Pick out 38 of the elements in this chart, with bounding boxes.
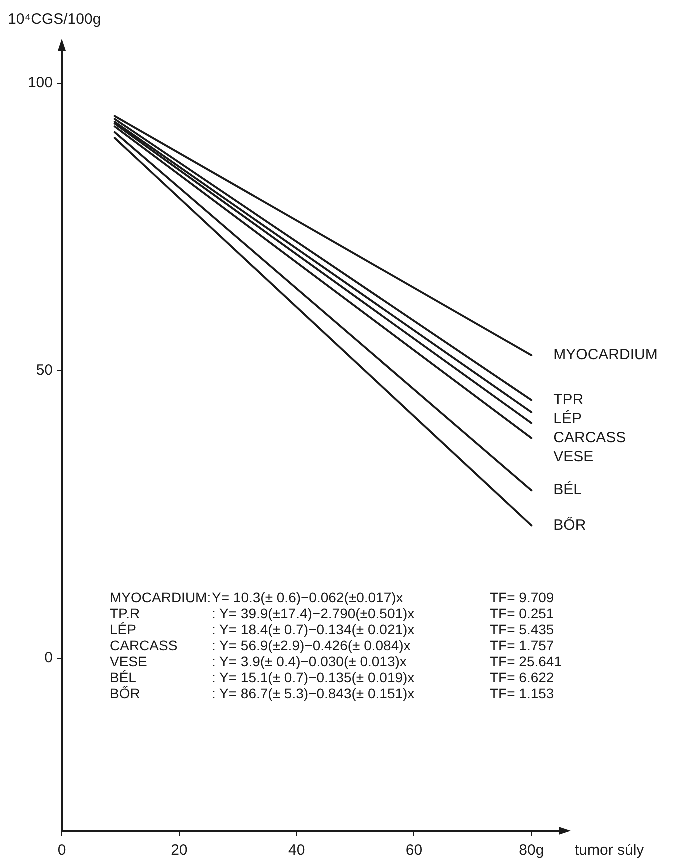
annotation: : Y= 56.9(±2.9)−0.426(± 0.084)x <box>212 637 411 654</box>
series-label: CARCASS <box>554 429 626 446</box>
annotation: : Y= 3.9(± 0.4)−0.030(± 0.013)x <box>212 653 407 670</box>
series-label: BŐR <box>554 516 586 534</box>
x-tick-label: 0 <box>58 842 66 860</box>
x-tick-label: 40 <box>288 842 306 860</box>
annotation: TF= 1.153 <box>490 685 554 702</box>
annotation: : Y= 39.9(±17.4)−2.790(±0.501)x <box>212 605 415 622</box>
series-label: MYOCARDIUM <box>554 346 658 364</box>
y-tick-label: 100 <box>28 74 53 92</box>
annotation: MYOCARDIUM: <box>110 589 212 606</box>
x-axis-title: tumor súly <box>575 842 645 859</box>
y-tick-label: 0 <box>44 650 53 667</box>
y-tick-label: 50 <box>36 362 53 380</box>
x-tick-label: 80g <box>519 842 544 860</box>
annotation: TP.R <box>110 605 140 622</box>
annotation: : Y= 15.1(± 0.7)−0.135(± 0.019)x <box>212 669 415 686</box>
annotation: LÉP <box>110 621 136 638</box>
x-tick-label: 60 <box>406 842 423 860</box>
x-tick-label: 20 <box>171 842 188 860</box>
series-label: LÉP <box>554 409 582 428</box>
series-label: VESE <box>554 448 594 466</box>
annotation: TF= 1.757 <box>490 637 554 654</box>
annotation: CARCASS <box>110 637 178 654</box>
annotation: BŐR <box>110 685 140 702</box>
series-label: BÉL <box>554 480 582 499</box>
annotation: : Y= 18.4(± 0.7)−0.134(± 0.021)x <box>212 621 415 638</box>
annotation: TF= 9.709 <box>490 589 554 606</box>
annotation: TF= 6.622 <box>490 669 554 686</box>
annotation: TF= 25.641 <box>490 653 562 670</box>
series-label: TPR <box>554 391 584 408</box>
annotation: TF= 0.251 <box>490 605 554 622</box>
annotation: VESE <box>110 653 148 670</box>
annotation: : Y= 86.7(± 5.3)−0.843(± 0.151)x <box>212 685 415 702</box>
annotation: TF= 5.435 <box>490 621 554 638</box>
annotation: Y= 10.3(± 0.6)−0.062(±0.017)x <box>212 589 404 606</box>
y-axis-title: 10⁴CGS/100g <box>8 11 102 28</box>
annotation: BÉL <box>110 669 137 686</box>
